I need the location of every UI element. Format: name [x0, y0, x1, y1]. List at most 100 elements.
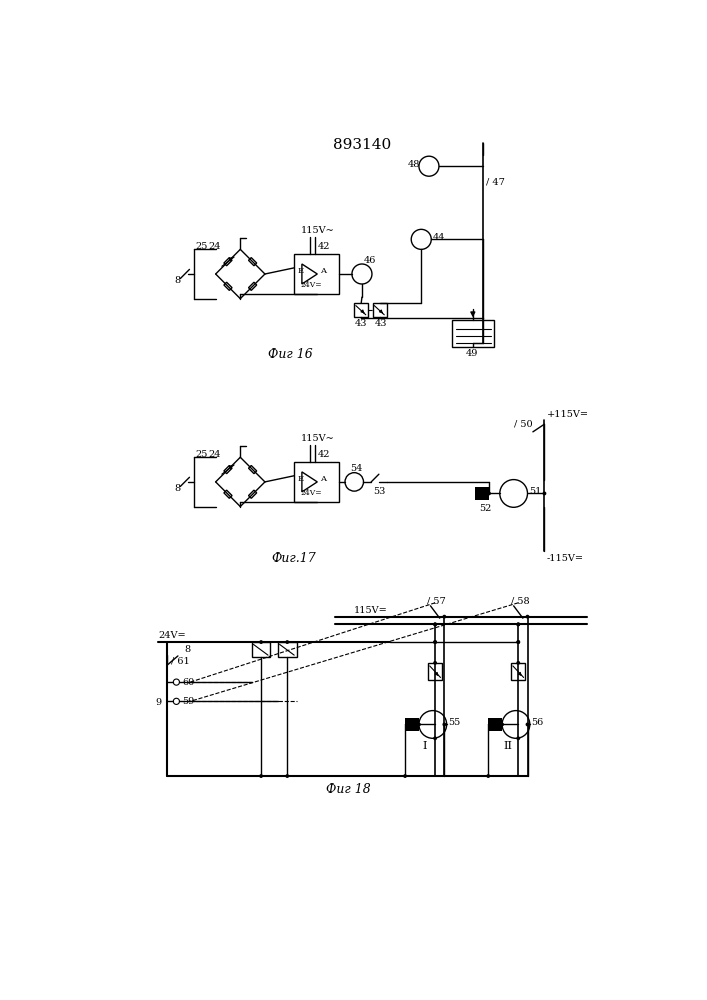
- Text: Фиг 16: Фиг 16: [268, 348, 312, 361]
- Circle shape: [516, 622, 520, 626]
- Bar: [511, 663, 525, 680]
- Text: 48: 48: [407, 160, 420, 169]
- Polygon shape: [224, 258, 232, 266]
- Text: 115V~: 115V~: [300, 226, 334, 235]
- Text: -115V=: -115V=: [547, 554, 584, 563]
- Circle shape: [500, 480, 527, 507]
- Text: II: II: [504, 741, 513, 751]
- Text: 59: 59: [182, 697, 195, 706]
- Text: 25: 25: [196, 450, 208, 459]
- Polygon shape: [224, 282, 232, 290]
- Circle shape: [502, 711, 530, 738]
- Polygon shape: [302, 472, 317, 492]
- Circle shape: [286, 774, 289, 778]
- Text: Фиг 18: Фиг 18: [326, 783, 370, 796]
- Text: 60: 60: [182, 678, 195, 687]
- Circle shape: [433, 640, 437, 644]
- Text: 24V=: 24V=: [158, 631, 185, 640]
- Circle shape: [433, 661, 437, 665]
- Bar: [294, 462, 339, 502]
- Circle shape: [487, 492, 491, 495]
- Circle shape: [411, 229, 431, 249]
- Text: 8: 8: [174, 484, 180, 493]
- Bar: [428, 663, 442, 680]
- Bar: [405, 718, 419, 731]
- Text: 43: 43: [375, 319, 387, 328]
- Text: 8: 8: [185, 645, 191, 654]
- Text: 893140: 893140: [333, 138, 391, 152]
- Circle shape: [345, 473, 363, 491]
- Text: 42: 42: [317, 450, 329, 459]
- Circle shape: [525, 615, 530, 619]
- Text: 46: 46: [363, 256, 376, 265]
- Text: +115V=: +115V=: [547, 410, 589, 419]
- Text: 56: 56: [532, 718, 544, 727]
- Polygon shape: [249, 282, 257, 290]
- Bar: [373, 303, 387, 317]
- Text: E: E: [297, 475, 303, 483]
- Text: 42: 42: [317, 242, 329, 251]
- Circle shape: [433, 736, 437, 740]
- Circle shape: [433, 622, 437, 626]
- Text: / 47: / 47: [486, 177, 505, 186]
- Bar: [278, 642, 296, 657]
- Text: / 57: / 57: [428, 597, 446, 606]
- Circle shape: [417, 723, 421, 726]
- Bar: [354, 303, 368, 317]
- Circle shape: [286, 640, 289, 644]
- Circle shape: [259, 774, 263, 778]
- Polygon shape: [249, 465, 257, 474]
- Text: 51: 51: [529, 487, 542, 496]
- Bar: [489, 718, 502, 731]
- Polygon shape: [224, 490, 232, 498]
- Text: 115V=: 115V=: [354, 606, 388, 615]
- Circle shape: [542, 492, 547, 495]
- Circle shape: [173, 679, 180, 685]
- Text: Фиг.17: Фиг.17: [271, 552, 317, 565]
- Circle shape: [259, 640, 263, 644]
- Text: 54: 54: [351, 464, 363, 473]
- Text: 24: 24: [208, 450, 221, 459]
- Circle shape: [500, 723, 504, 726]
- Polygon shape: [249, 258, 257, 266]
- Bar: [252, 642, 270, 657]
- Text: A: A: [320, 475, 327, 483]
- Text: 24V=: 24V=: [300, 489, 322, 497]
- Circle shape: [525, 723, 530, 726]
- Circle shape: [419, 711, 447, 738]
- Circle shape: [419, 156, 439, 176]
- Text: I: I: [423, 741, 427, 751]
- Text: E: E: [297, 267, 303, 275]
- Circle shape: [443, 723, 446, 726]
- Circle shape: [433, 640, 437, 644]
- Text: / 58: / 58: [510, 597, 529, 606]
- Circle shape: [443, 615, 446, 619]
- Bar: [294, 254, 339, 294]
- Text: 8: 8: [174, 276, 180, 285]
- Text: 25: 25: [196, 242, 208, 251]
- Text: 44: 44: [433, 233, 445, 242]
- Circle shape: [352, 264, 372, 284]
- Polygon shape: [302, 264, 317, 284]
- Circle shape: [433, 622, 437, 626]
- Text: 49: 49: [466, 349, 478, 358]
- Bar: [475, 487, 489, 500]
- Text: 52: 52: [479, 504, 491, 513]
- Text: / 50: / 50: [514, 420, 532, 429]
- Circle shape: [516, 661, 520, 665]
- Text: 9: 9: [156, 698, 162, 707]
- Circle shape: [403, 774, 407, 778]
- Bar: [452, 320, 494, 347]
- Circle shape: [516, 640, 520, 644]
- Circle shape: [516, 640, 520, 644]
- Circle shape: [516, 622, 520, 626]
- Text: 55: 55: [448, 718, 460, 727]
- Polygon shape: [224, 465, 232, 474]
- Text: 53: 53: [373, 487, 385, 496]
- Text: 43: 43: [355, 319, 368, 328]
- Polygon shape: [249, 490, 257, 498]
- Text: 24V=: 24V=: [300, 281, 322, 289]
- Text: A: A: [320, 267, 327, 275]
- Text: 24: 24: [208, 242, 221, 251]
- Text: 115V~: 115V~: [300, 434, 334, 443]
